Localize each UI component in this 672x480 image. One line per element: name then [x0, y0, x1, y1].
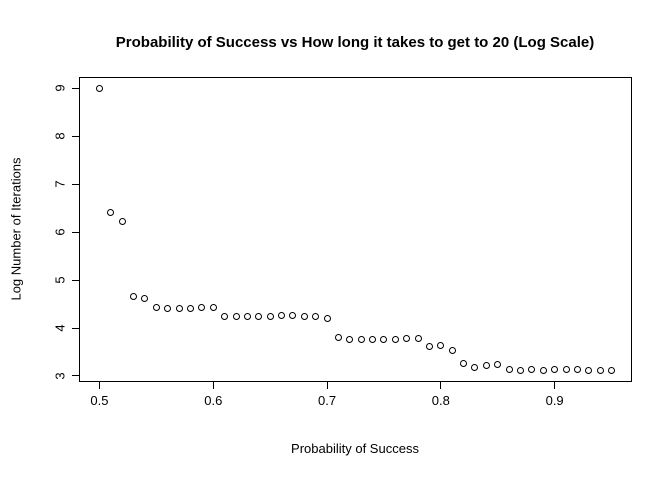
y-axis-tick-label: 6: [52, 228, 68, 236]
data-point: [209, 304, 217, 312]
data-point: [528, 366, 536, 374]
data-point: [414, 334, 422, 342]
y-axis-label: Log Number of Iterations: [8, 157, 24, 301]
data-point: [357, 336, 365, 344]
data-point: [130, 293, 138, 301]
data-point: [266, 312, 274, 320]
data-point: [471, 363, 479, 371]
chart-title: Probability of Success vs How long it ta…: [115, 34, 595, 51]
data-point: [562, 366, 570, 374]
data-point: [573, 366, 581, 374]
data-point: [505, 365, 513, 373]
data-point: [596, 366, 604, 374]
data-point: [539, 366, 547, 374]
data-point: [516, 366, 524, 374]
data-point: [585, 366, 593, 374]
data-point: [300, 312, 308, 320]
x-axis-tick: [554, 382, 556, 389]
plot-area-border: [79, 77, 632, 382]
data-point: [221, 312, 229, 320]
data-point: [494, 361, 502, 369]
data-point: [289, 312, 297, 320]
x-axis-tick-label: 0.9: [545, 393, 564, 408]
data-point: [482, 362, 490, 370]
x-axis-tick-label: 0.6: [204, 393, 223, 408]
y-axis-tick-label: 8: [52, 132, 68, 140]
data-point: [391, 336, 399, 344]
data-point: [334, 333, 342, 341]
y-axis-tick-label: 7: [52, 180, 68, 188]
data-point: [312, 313, 320, 320]
data-point: [278, 312, 286, 320]
data-point: [118, 217, 126, 225]
data-point: [448, 347, 456, 355]
data-point: [460, 359, 468, 367]
y-axis-tick: [72, 327, 79, 329]
data-point: [243, 313, 251, 320]
data-point: [425, 343, 433, 351]
data-point: [369, 336, 377, 344]
data-point: [164, 304, 172, 312]
data-point: [152, 303, 160, 311]
x-axis-label: Probability of Success: [291, 441, 419, 456]
y-axis-tick-label: 5: [52, 276, 68, 284]
data-point: [107, 209, 115, 217]
data-point: [608, 366, 616, 374]
data-point: [551, 365, 559, 373]
y-axis-tick: [72, 231, 79, 233]
data-point: [187, 304, 194, 312]
data-point: [323, 315, 331, 323]
y-axis-tick: [72, 87, 79, 89]
y-axis-tick: [72, 183, 79, 185]
x-axis-tick: [212, 382, 214, 389]
y-axis-tick-label: 4: [52, 324, 68, 332]
data-point: [175, 305, 183, 313]
data-point: [380, 336, 388, 344]
y-axis-tick: [72, 135, 79, 137]
x-axis-tick: [440, 382, 442, 389]
data-point: [437, 341, 445, 349]
x-axis-tick-label: 0.7: [318, 393, 337, 408]
y-axis-tick: [72, 279, 79, 281]
data-point: [141, 294, 149, 302]
y-axis-tick-label: 9: [52, 84, 68, 92]
y-axis-tick-label: 3: [52, 372, 68, 380]
x-axis-tick: [326, 382, 328, 389]
data-point: [346, 335, 354, 343]
y-axis-tick: [72, 375, 79, 377]
data-point: [232, 313, 240, 320]
data-point: [198, 304, 206, 312]
data-point: [255, 313, 263, 320]
data-point: [403, 335, 411, 343]
x-axis-tick-label: 0.5: [90, 393, 109, 408]
x-axis-tick-label: 0.8: [431, 393, 450, 408]
x-axis-tick: [98, 382, 100, 389]
data-point: [95, 84, 103, 92]
